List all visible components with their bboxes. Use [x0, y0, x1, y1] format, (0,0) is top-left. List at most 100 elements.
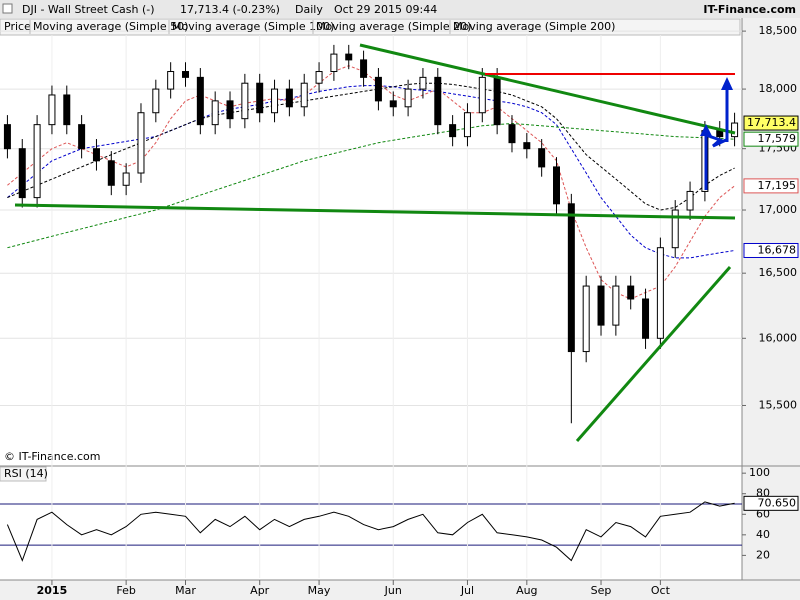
x-tick-label: Apr: [250, 584, 270, 597]
x-tick-label: Feb: [116, 584, 135, 597]
moving-average: [7, 85, 735, 259]
arrowhead: [700, 124, 712, 136]
moving-average: [7, 122, 735, 249]
candle-body: [330, 53, 338, 73]
x-tick-label: Aug: [516, 584, 537, 597]
candle-body: [300, 82, 308, 108]
candle-body: [78, 124, 86, 150]
legend-entry: Moving average (Simple 200): [453, 20, 615, 33]
candle-body: [48, 94, 56, 126]
candle-body: [241, 82, 249, 120]
candle-body: [523, 142, 531, 150]
candle-body: [612, 285, 620, 326]
candle-body: [211, 100, 219, 126]
candle-body: [671, 209, 679, 249]
end-label-box: [743, 242, 799, 258]
trend-line: [575, 266, 732, 442]
candle-body: [271, 88, 279, 114]
y-tick-label: 16,500: [759, 266, 798, 279]
candle-body: [404, 88, 412, 108]
axis-labels: 15,50016,00016,50017,00017,50018,00018,5…: [29, 20, 799, 597]
x-tick-label: Sep: [591, 584, 612, 597]
arrowhead: [721, 77, 733, 90]
candle-body: [478, 76, 486, 114]
end-label-box: [743, 131, 799, 147]
candle-body: [538, 148, 546, 168]
rsi-label-box: [0, 466, 47, 482]
candle-body: [256, 82, 264, 114]
end-label: 16,678: [758, 243, 797, 256]
drawings: [14, 43, 736, 442]
end-label: 17,713.4: [747, 116, 796, 129]
candle-body: [3, 124, 11, 150]
arrow-path: [705, 133, 727, 148]
header-bar: [0, 0, 800, 18]
period: Daily: [295, 3, 323, 16]
end-label: 17,579: [758, 132, 797, 145]
candle-body: [567, 203, 575, 353]
checkbox[interactable]: [2, 3, 13, 14]
timestamp: Oct 29 2015 09:44: [334, 3, 437, 16]
candle-body: [360, 59, 368, 78]
legend-entry: Moving average (Simple 20): [316, 20, 471, 33]
legend-price: Price: [4, 20, 31, 33]
end-label: 17,195: [758, 179, 797, 192]
trend-line: [14, 203, 736, 220]
y-tick-label: 100: [749, 466, 770, 479]
candle-body: [182, 71, 189, 78]
x-tick-label: Mar: [175, 584, 196, 597]
x-tick-label: 2015: [37, 584, 68, 597]
y-tick-label: 18,000: [759, 82, 798, 95]
candle-body: [315, 71, 323, 84]
end-label-box: [743, 495, 799, 511]
y-tick-label: 40: [756, 528, 770, 541]
x-tick-label: Oct: [651, 584, 671, 597]
candle-body: [627, 285, 635, 300]
y-tick-label: 17,000: [759, 203, 798, 216]
x-tick-label: May: [308, 584, 331, 597]
candle-body: [642, 298, 650, 339]
brand: IT-Finance.com: [703, 3, 796, 16]
candle-body: [374, 76, 382, 102]
instrument: DJI - Wall Street Cash (-): [22, 3, 155, 16]
candle-body: [137, 112, 145, 174]
y-tick-label: 20: [756, 548, 770, 561]
end-label: 70.650: [758, 496, 797, 509]
x-tick-label: Jul: [460, 584, 474, 597]
quote: 17,713.4 (-0.23%): [180, 3, 280, 16]
candle-body: [122, 172, 130, 186]
y-axis-area: [742, 18, 800, 580]
candle-body: [18, 148, 26, 199]
candle-body: [597, 285, 605, 326]
candle-body: [226, 100, 234, 120]
y-tick-label: 18,500: [759, 24, 798, 37]
y-tick-label: 15,500: [759, 398, 798, 411]
candle-body: [686, 190, 694, 211]
candle-body: [582, 285, 590, 353]
candle-body: [508, 124, 516, 144]
candle-body: [731, 122, 739, 138]
candle-body: [196, 76, 204, 126]
plot: [0, 30, 742, 578]
legend-entry: Moving average (Simple 100): [172, 20, 334, 33]
x-tick-label: Jun: [384, 584, 402, 597]
candle-body: [345, 53, 353, 61]
x-axis-area: [0, 580, 800, 600]
candle-body: [656, 247, 664, 339]
candle-body: [92, 148, 100, 162]
candle-body: [463, 112, 471, 138]
end-label-box: [743, 178, 799, 194]
candle-body: [389, 100, 397, 108]
y-tick-label: 16,000: [759, 331, 798, 344]
candle-body: [449, 124, 457, 138]
candle-body: [493, 76, 501, 126]
candle-body: [553, 166, 560, 205]
rsi-line: [6, 501, 735, 562]
candle-body: [107, 160, 115, 186]
candle-body: [167, 71, 175, 90]
candle-body: [152, 88, 160, 114]
moving-average: [7, 82, 735, 211]
candle-body: [63, 94, 71, 126]
